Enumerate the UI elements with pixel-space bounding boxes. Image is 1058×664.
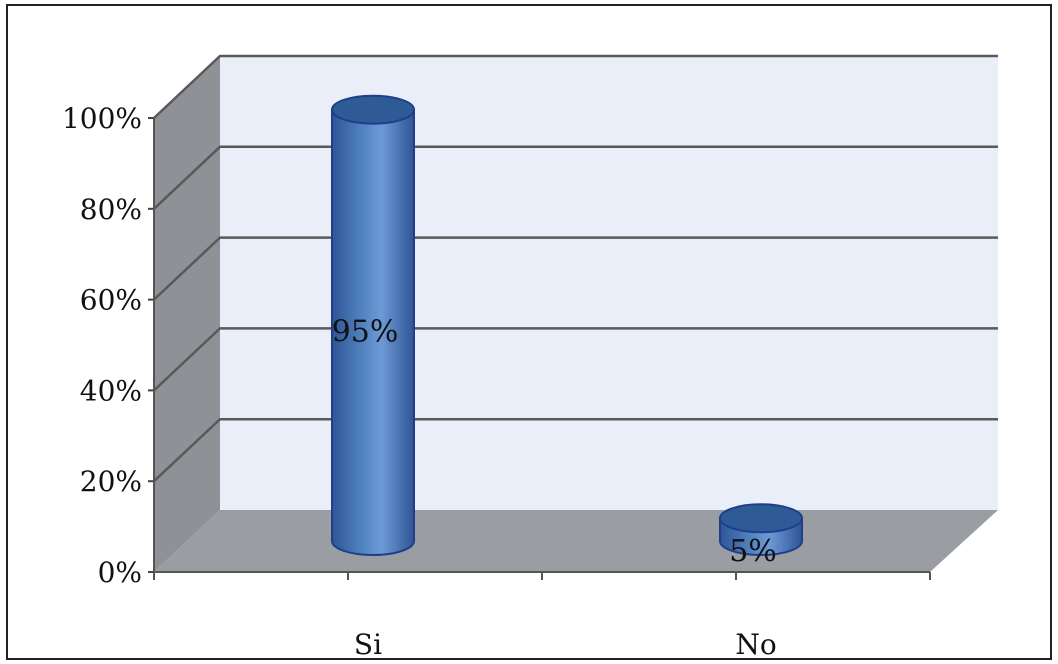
side-wall: [154, 56, 220, 572]
gridline: [153, 145, 998, 210]
y-tick-label: 80%: [80, 193, 142, 226]
data-label: 5%: [729, 534, 777, 569]
chart-walls: [154, 56, 998, 572]
bar-si: [331, 94, 415, 556]
axes: [148, 117, 931, 580]
chart-svg: 0% 20% 40% 60% 80% 100% 95% Si 5% No: [62, 54, 998, 661]
gridline: [153, 54, 998, 119]
bar-no: [719, 503, 803, 556]
gridlines: [153, 54, 998, 483]
category-label: No: [735, 628, 776, 658]
chart-frame: 0% 20% 40% 60% 80% 100% 95% Si 5% No: [6, 4, 1052, 661]
floor: [154, 510, 998, 572]
y-tick-label: 0%: [98, 556, 142, 589]
y-tick-label: 20%: [80, 465, 142, 498]
gridline: [153, 327, 998, 392]
bar-body: [331, 108, 415, 556]
labels: 0% 20% 40% 60% 80% 100% 95% Si 5% No: [62, 102, 777, 661]
y-tick-label: 60%: [80, 284, 142, 317]
bar-top: [331, 94, 415, 125]
gridline: [153, 236, 998, 301]
y-tick-label: 40%: [80, 374, 142, 407]
y-tick-label: 100%: [62, 102, 142, 135]
gridline: [153, 417, 998, 483]
bars: [331, 94, 803, 556]
data-label: 95%: [332, 314, 399, 349]
category-label: Si: [354, 628, 382, 658]
bar-top: [719, 503, 803, 534]
